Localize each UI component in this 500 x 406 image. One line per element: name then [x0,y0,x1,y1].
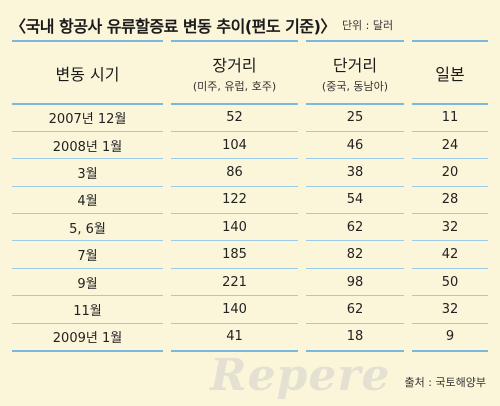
cell-long-haul: 41 [163,323,302,352]
cell-long-haul: 221 [163,268,302,297]
table-row: 2007년 12월 52 25 11 [12,104,488,132]
cell-japan: 9 [404,323,488,352]
title-row: 〈국내 항공사 유류할증료 변동 추이(편도 기준)〉 단위 : 달러 [10,10,492,40]
cell-period: 5, 6월 [12,213,167,242]
cell-japan: 50 [404,268,488,297]
header-long-haul-label: 장거리 [212,55,257,75]
cell-long-haul: 86 [163,158,302,187]
cell-long-haul: 185 [163,240,302,269]
header-japan: 일본 [404,40,488,105]
cell-short-haul: 18 [298,323,408,352]
cell-short-haul: 38 [298,158,408,187]
header-row: 변동 시기 장거리 (미주, 유럽, 호주) 단거리 (중국, 동남아) 일본 [12,40,488,105]
chart-title: 〈국내 항공사 유류할증료 변동 추이(편도 기준)〉 [10,17,336,36]
header-long-haul: 장거리 (미주, 유럽, 호주) [163,40,302,105]
cell-short-haul: 98 [298,268,408,297]
cell-short-haul: 82 [298,240,408,269]
cell-period: 11월 [12,295,167,324]
table-row: 5, 6월 140 62 32 [12,213,488,242]
cell-japan: 28 [404,186,488,215]
cell-long-haul: 140 [163,295,302,324]
cell-short-haul: 54 [298,186,408,215]
table-row: 11월 140 62 32 [12,295,488,324]
cell-japan: 24 [404,131,488,160]
cell-long-haul: 52 [163,104,302,132]
cell-long-haul: 122 [163,186,302,215]
cell-short-haul: 62 [298,213,408,242]
cell-japan: 11 [404,104,488,132]
table-row: 2009년 1월 41 18 9 [12,323,488,352]
cell-long-haul: 140 [163,213,302,242]
table-row: 3월 86 38 20 [12,158,488,187]
header-period-label: 변동 시기 [55,64,120,84]
cell-short-haul: 62 [298,295,408,324]
cell-period: 7월 [12,240,167,269]
header-short-haul-label: 단거리 [332,55,378,75]
header-period: 변동 시기 [12,40,167,105]
cell-period: 2009년 1월 [12,323,167,352]
cell-short-haul: 46 [298,131,408,160]
watermark-logo: Repere [210,350,391,401]
table-row: 2008년 1월 104 46 24 [12,131,488,160]
cell-japan: 32 [404,213,488,242]
table-row: 4월 122 54 28 [12,186,488,215]
cell-japan: 20 [404,158,488,187]
cell-short-haul: 25 [298,104,408,132]
header-short-haul: 단거리 (중국, 동남아) [298,40,408,105]
header-long-haul-sub: (미주, 유럽, 호주) [192,79,277,93]
source-note: 출처 : 국토해양부 [404,376,486,389]
cell-japan: 42 [404,240,488,269]
table-row: 9월 221 98 50 [12,268,488,297]
cell-period: 2008년 1월 [12,131,167,160]
cell-period: 9월 [12,268,167,297]
cell-japan: 32 [404,295,488,324]
table-row: 7월 185 82 42 [12,240,488,269]
cell-long-haul: 104 [163,131,302,160]
header-japan-label: 일본 [435,64,465,84]
cell-period: 2007년 12월 [12,104,167,132]
unit-label: 단위 : 달러 [341,19,394,32]
cell-period: 4월 [12,186,167,215]
surcharge-table: 변동 시기 장거리 (미주, 유럽, 호주) 단거리 (중국, 동남아) 일본 … [12,40,488,352]
header-short-haul-sub: (중국, 동남아) [321,79,389,93]
cell-period: 3월 [12,158,167,187]
